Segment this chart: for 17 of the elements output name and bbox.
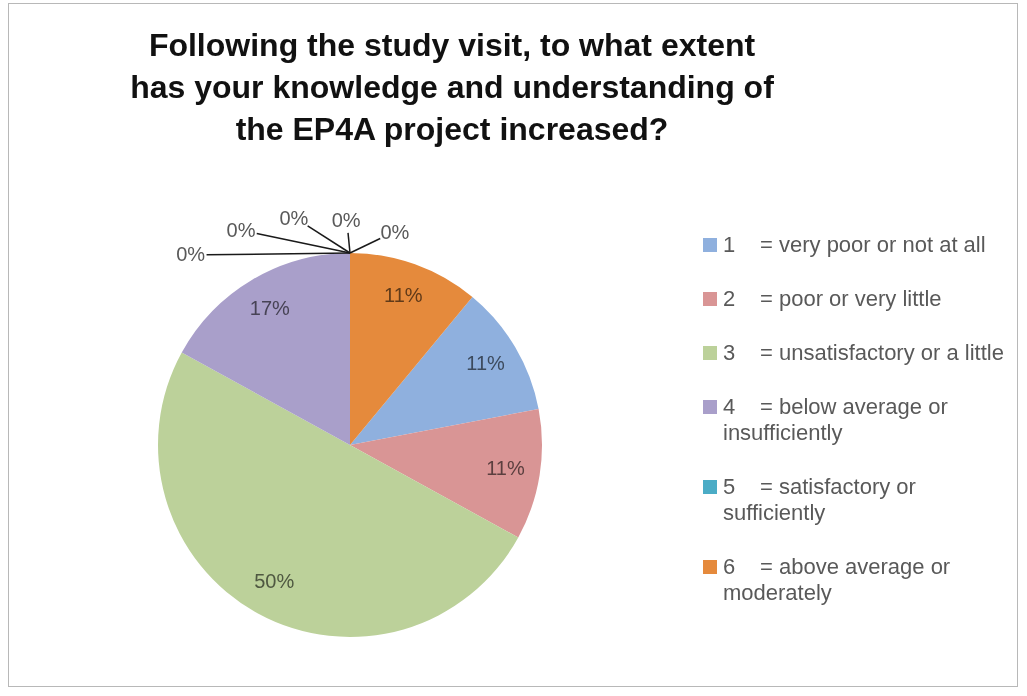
legend-label: 3 = unsatisfactory or a little [722,340,1005,366]
data-label: 11% [486,457,525,480]
text: 0% [226,218,256,241]
legend-label: 5 = satisfactory or sufficiently [722,474,917,526]
legend-label: 6 = above average or moderately [722,554,952,606]
data-label: 11% [466,352,505,375]
chart-title: Following the study visit, to what extent has your knowledge and understanding of the EP4A project increased? [129,26,775,149]
text: 0% [380,221,410,244]
data-label: 50% [254,570,295,593]
data-label: 11% [384,284,423,307]
legend-label: 1 = very poor or not at all [722,232,987,258]
text: 0% [279,207,309,230]
legend-label: 2 = poor or very little [722,286,943,312]
data-label: 17% [249,297,291,319]
text: 0% [176,242,206,265]
legend-label: 4 = below average or insufficiently [722,394,949,446]
text: 0% [331,208,361,231]
